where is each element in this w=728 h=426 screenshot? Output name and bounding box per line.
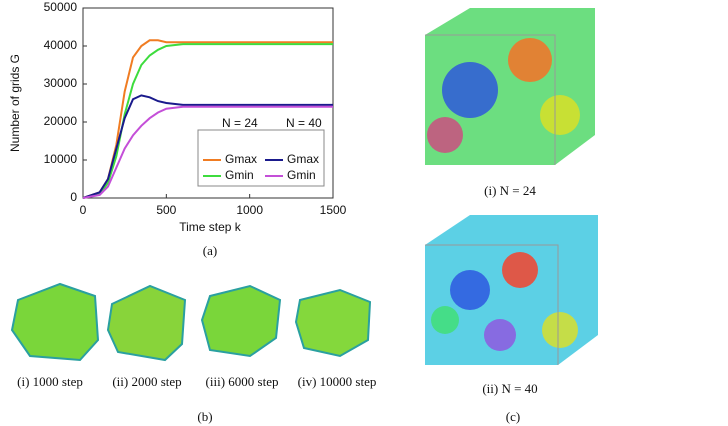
y-tick-label: 10000 bbox=[44, 152, 78, 166]
y-tick-label: 50000 bbox=[44, 0, 78, 14]
x-tick-label: 0 bbox=[80, 203, 87, 217]
caption: (ii) N = 40 bbox=[482, 381, 537, 396]
x-tick-label: 1000 bbox=[236, 203, 263, 217]
legend-label: Gmax bbox=[287, 152, 319, 166]
y-tick-label: 0 bbox=[70, 190, 77, 204]
series-line bbox=[82, 94, 333, 199]
x-tick-label: 500 bbox=[156, 203, 176, 217]
x-tick-label: 1500 bbox=[320, 203, 347, 217]
cube-images bbox=[425, 8, 598, 365]
y-axis-label: Number of grids G bbox=[8, 54, 22, 152]
caption: (iv) 10000 step bbox=[298, 374, 377, 389]
caption: (ii) 2000 step bbox=[112, 374, 181, 389]
series-line bbox=[82, 105, 333, 199]
y-tick-label: 30000 bbox=[44, 76, 78, 90]
legend-label: Gmin bbox=[225, 168, 254, 182]
caption: (i) 1000 step bbox=[17, 374, 83, 389]
y-tick-label: 20000 bbox=[44, 114, 78, 128]
legend-title: N = 40 bbox=[286, 116, 322, 130]
x-axis-label: Time step k bbox=[179, 220, 242, 234]
legend-label: Gmin bbox=[287, 168, 316, 182]
panel-label: (c) bbox=[506, 409, 520, 424]
y-tick-label: 40000 bbox=[44, 38, 78, 52]
panel-label: (b) bbox=[197, 409, 212, 424]
series-line bbox=[82, 43, 333, 199]
plot-frame bbox=[82, 7, 334, 199]
legend-title: N = 24 bbox=[222, 116, 258, 130]
caption: (i) N = 24 bbox=[484, 183, 536, 198]
panel-label: (a) bbox=[203, 243, 217, 258]
caption: (iii) 6000 step bbox=[206, 374, 279, 389]
grain-images bbox=[10, 282, 372, 362]
legend-label: Gmax bbox=[225, 152, 257, 166]
